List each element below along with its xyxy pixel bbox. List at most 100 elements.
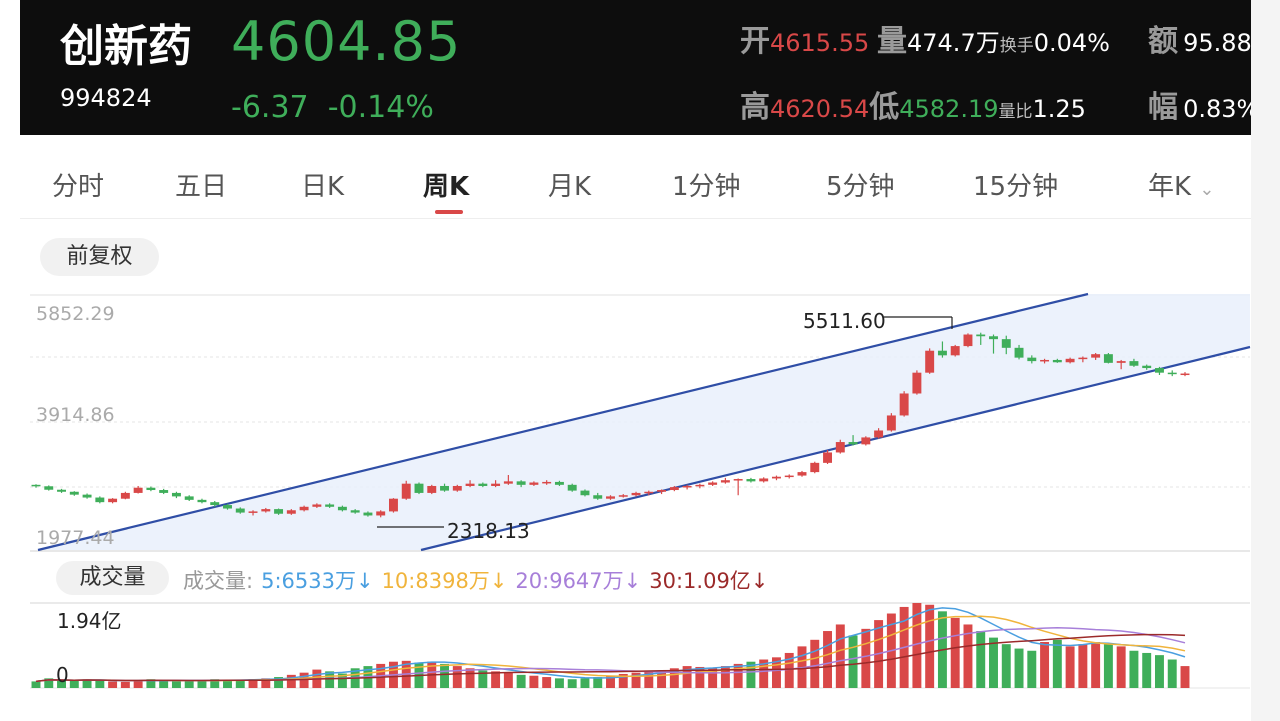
vol-ratio-value: 1.25 [1032, 95, 1086, 123]
candlestick [554, 481, 564, 485]
volume-bar [503, 672, 513, 688]
volume-bar [516, 674, 526, 688]
volume-bar [669, 668, 679, 688]
candlestick [708, 482, 718, 485]
channel-lower-line [420, 345, 1251, 552]
volume-indicator-button[interactable]: 成交量 [56, 561, 169, 595]
candlestick [1027, 357, 1037, 362]
candlestick [1040, 359, 1050, 362]
volume-bar [542, 677, 552, 688]
candlestick [516, 481, 526, 485]
tab-monthly-k[interactable]: 月K [548, 172, 592, 202]
low-value: 4582.19 [899, 95, 999, 123]
candlestick [835, 442, 845, 453]
high-label: 高 [740, 90, 770, 125]
volume-label: 量 [877, 24, 907, 59]
volume-legend: 成交量: 5:6533万↓ 10:8398万↓ 20:9647万↓ 30:1.09亿↓ [183, 565, 776, 595]
tab-5min[interactable]: 5分钟 [826, 172, 895, 202]
candlestick [580, 490, 590, 496]
tab-five-day[interactable]: 五日 [175, 172, 228, 202]
y-axis-label: 5852.29 [36, 303, 115, 325]
candlestick [1142, 365, 1152, 369]
candlestick [733, 479, 743, 481]
candlestick [261, 509, 271, 512]
tab-yearly-k[interactable]: 年K ⌄ [1148, 166, 1214, 203]
high-value: 4620.54 [770, 95, 870, 123]
volume-bar [223, 679, 232, 688]
current-price: 4604.85 [231, 10, 462, 73]
volume-bar [210, 679, 220, 688]
scrollbar-track[interactable] [1251, 0, 1280, 721]
period-low-label: 2318.13 [447, 519, 530, 543]
volume-bar [286, 674, 296, 688]
stock-code: 994824 [60, 84, 152, 112]
volume-bar [235, 680, 245, 688]
volume-bar [1052, 639, 1062, 688]
volume-bar [1129, 650, 1139, 688]
candlestick [95, 497, 105, 503]
tab-1min[interactable]: 1分钟 [672, 172, 741, 202]
candlestick [657, 490, 667, 492]
stock-header: 创新药 994824 4604.85 -6.37 -0.14% 开4615.55… [20, 0, 1251, 135]
tab-weekly-k[interactable]: 周K [423, 172, 470, 202]
candlestick [1180, 373, 1190, 376]
volume-bar [976, 631, 986, 688]
volume-bar [835, 624, 845, 688]
volume-bar [644, 671, 654, 688]
candlestick [146, 487, 156, 491]
yearly-k-label: 年K [1148, 172, 1192, 202]
volume-bar [82, 679, 92, 688]
candlestick [529, 482, 539, 485]
tab-15min[interactable]: 15分钟 [973, 172, 1059, 202]
candlestick [861, 437, 871, 445]
volume-bar [1078, 644, 1088, 688]
candlestick [197, 499, 207, 503]
tab-daily-k[interactable]: 日K [301, 172, 345, 202]
candlestick [797, 472, 807, 476]
candlestick [784, 475, 794, 478]
volume-bar [452, 666, 462, 688]
y-axis-label: 1977.44 [36, 527, 115, 549]
turnover-value: 0.04% [1033, 29, 1110, 57]
volume-max-label: 1.94亿 [57, 609, 122, 633]
candlestick [1129, 361, 1139, 366]
y-axis-label: 3914.86 [36, 404, 115, 426]
volume-bar [567, 679, 577, 688]
volume-bar [1040, 641, 1050, 688]
amount-value: 95.88 [1183, 29, 1251, 57]
candlestick [631, 492, 641, 496]
candlestick [1116, 361, 1126, 363]
volume-bar [44, 678, 54, 688]
volume-bar [720, 666, 730, 688]
candlestick [427, 485, 437, 493]
volume-ma30-line [35, 633, 1186, 683]
volume-bar [925, 604, 935, 688]
candlestick [823, 452, 833, 463]
volume-bar [478, 670, 488, 688]
candlestick [695, 484, 705, 487]
candlestick [963, 334, 973, 347]
tab-fenshi[interactable]: 分时 [52, 172, 105, 202]
candlestick [720, 480, 730, 483]
candlestick [388, 498, 398, 512]
candlestick [286, 510, 296, 514]
period-tabs: 分时 五日 日K 周K 月K 1分钟 5分钟 15分钟 年K ⌄ [20, 148, 1251, 219]
adjust-type-button[interactable]: 前复权 [40, 238, 159, 276]
kline-chart[interactable]: 5852.29 3914.86 1977.44 5511.60 2318.13 1.94亿… [0, 0, 1251, 721]
candlestick [31, 484, 41, 487]
amplitude-stat: 幅 0.83% [1148, 82, 1251, 126]
volume-bar [133, 680, 143, 688]
volume-bar [95, 680, 105, 688]
volume-bar [593, 677, 603, 688]
candlestick [108, 498, 118, 503]
volume-bar [1180, 666, 1190, 688]
volume-bar [823, 631, 833, 688]
volume-ma20-line [35, 627, 1186, 683]
volume-bar [440, 663, 450, 688]
candlestick [606, 496, 615, 499]
candlestick [542, 481, 552, 484]
candlestick [669, 487, 679, 491]
channel-band [38, 294, 1250, 550]
volume-bar [529, 675, 539, 688]
candlestick [452, 485, 462, 491]
